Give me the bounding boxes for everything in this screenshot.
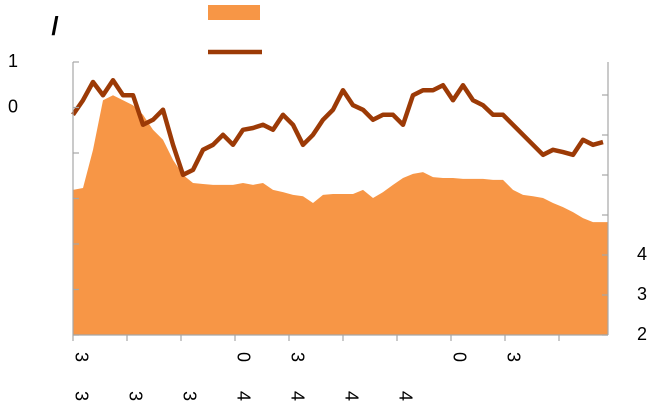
x-tick-label: 4 [233,391,253,401]
y2-tick-label: 4 [637,244,647,264]
x-tick-label: 3 [125,391,145,401]
chart-title: / [51,11,58,41]
x-tick-label: 4 [341,391,361,401]
x-tick-label: 3 [71,391,91,401]
x-tick-label: 3 [71,352,91,362]
area [73,95,608,335]
x-tick-label: 3 [503,352,523,362]
y2-tick-label: 2 [637,324,647,344]
line [71,77,604,178]
x-tick-label: 0 [449,352,469,362]
y2-tick-label: 3 [637,284,647,304]
x-tick-label: 3 [287,352,307,362]
x-tick-label: 4 [395,391,415,401]
x-tick-label: 4 [287,391,307,401]
y-tick-label: 1 [8,51,18,71]
y-tick-label: 0 [8,96,18,116]
x-tick-label: 3 [179,391,199,401]
legend-swatch [208,5,260,20]
x-tick-label: 0 [233,352,253,362]
